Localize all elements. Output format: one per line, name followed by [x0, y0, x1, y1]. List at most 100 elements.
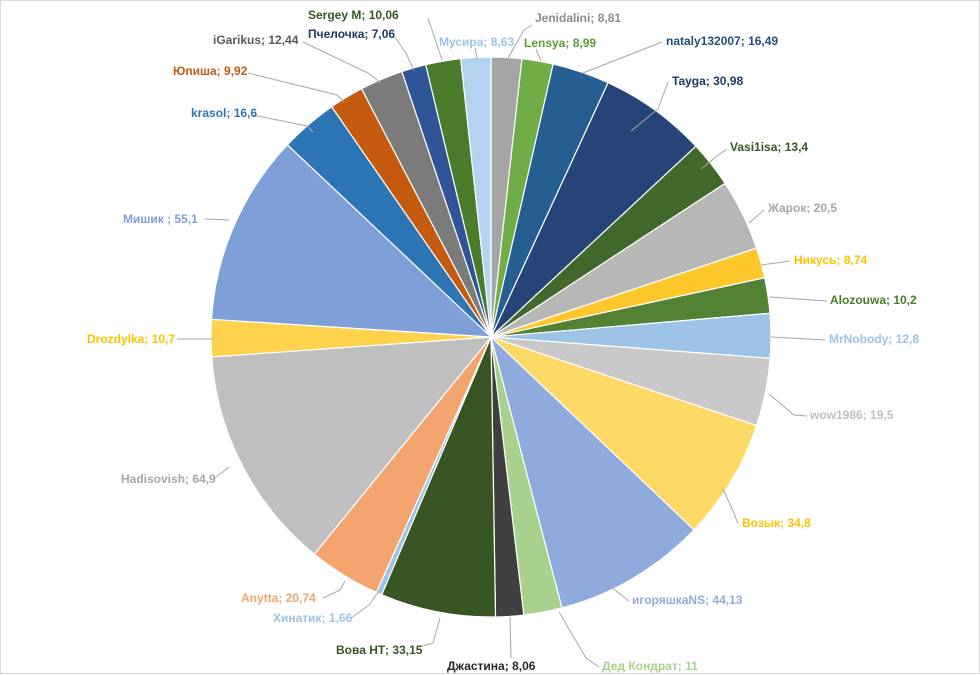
data-label-value: 34,8 — [787, 516, 811, 530]
data-label-жарок: Жарок; 20,5 — [767, 201, 837, 215]
leader-line-игоряшкаns — [604, 577, 630, 602]
data-label-lensya: Lensya; 8,99 — [524, 36, 596, 50]
data-label-value: 7,06 — [372, 27, 396, 41]
data-label-value: 10,06 — [369, 8, 399, 22]
leader-line-wow1986 — [768, 393, 808, 417]
data-label-игоряшкаns: игоряшкаNS; 44,13 — [632, 593, 743, 607]
leader-line-хинатик — [350, 590, 380, 619]
pie-slices — [210, 56, 772, 618]
data-label-wow1986: wow1986; 19,5 — [809, 408, 894, 422]
data-label-category: Жарок; — [767, 201, 814, 215]
leader-line-jenidalini — [507, 24, 533, 59]
data-label-category: Хинатик; — [273, 611, 329, 625]
data-label-пчелочка: Пчелочка; 7,06 — [308, 27, 395, 41]
data-label-category: Юпиша; — [173, 64, 224, 78]
leader-line-джастина — [509, 616, 512, 659]
leader-line-вова-нт — [418, 617, 441, 648]
data-label-nataly132007: nataly132007; 16,49 — [666, 34, 778, 48]
data-label-alozouwa: Alozouwa; 10,2 — [830, 293, 917, 307]
leader-line-alozouwa — [769, 296, 828, 302]
pie-slice-возык — [490, 336, 758, 531]
data-label-category: Lensya; — [524, 36, 573, 50]
data-label-category: Jenidalini; — [535, 11, 598, 25]
data-label-vasi1isa: Vasi1isa; 13,4 — [730, 140, 808, 154]
data-label-drozdylka: Drozdylka; 10,7 — [87, 332, 175, 346]
data-label-sergey-m: Sergey M; 10,06 — [308, 8, 399, 22]
pie-slice-мишик — [210, 143, 493, 338]
data-label-value: 9,92 — [224, 64, 248, 78]
data-label-category: Джастина; — [447, 659, 512, 673]
data-label-value: 8,81 — [598, 11, 622, 25]
data-label-вова-нт: Вова НТ; 33,15 — [336, 643, 423, 657]
data-label-category: nataly132007; — [666, 34, 748, 48]
pie-slice-игоряшкаns — [489, 335, 695, 609]
data-label-никусь: Никусь; 8,74 — [794, 253, 867, 267]
data-label-category: krasol; — [191, 106, 234, 120]
leader-line-igarikus — [302, 41, 382, 84]
data-label-value: 12,8 — [896, 332, 920, 346]
data-label-value: 1,66 — [329, 611, 353, 625]
data-label-tayga: Tayga; 30,98 — [672, 74, 743, 88]
leader-line-дед-кондрат — [558, 611, 600, 668]
leader-line-krasol — [252, 114, 314, 133]
data-label-value: 30,98 — [713, 74, 743, 88]
pie-slice-мусира — [459, 56, 492, 338]
data-label-jenidalini: Jenidalini; 8,81 — [535, 11, 621, 25]
data-label-category: Drozdylka; — [87, 332, 152, 346]
data-label-category: Anytta; — [241, 591, 286, 605]
data-label-category: Hadisovish; — [121, 472, 192, 486]
data-label-value: 20,74 — [286, 591, 316, 605]
data-label-value: 44,13 — [712, 593, 742, 607]
data-label-category: игоряшкаNS; — [632, 593, 712, 607]
data-label-value: 33,15 — [392, 643, 422, 657]
pie-slice-вова-нт — [380, 336, 497, 618]
pie-slice-hadisovish — [211, 336, 493, 556]
leader-line-юпиша — [247, 72, 345, 103]
leader-line-жарок — [748, 209, 765, 224]
data-label-value: 10,7 — [152, 332, 176, 346]
data-label-мишик: Мишик ; 55,1 — [123, 212, 198, 226]
leader-line-lensya — [535, 48, 542, 62]
data-label-category: Возык; — [742, 516, 787, 530]
leader-line-anytta — [322, 580, 346, 599]
data-label-category: Пчелочка; — [308, 27, 372, 41]
leader-line-возык — [722, 488, 739, 525]
data-label-value: 8,74 — [844, 253, 868, 267]
data-label-value: 8,99 — [573, 36, 597, 50]
data-label-category: Vasi1isa; — [730, 140, 785, 154]
data-label-хинатик: Хинатик; 1,66 — [273, 611, 353, 625]
leader-line-mrnobody — [770, 336, 826, 341]
data-label-krasol: krasol; 16,6 — [191, 106, 257, 120]
data-label-value: 11 — [685, 659, 698, 673]
data-label-value: 19,5 — [870, 408, 894, 422]
data-label-igarikus: iGarikus; 12,44 — [213, 33, 299, 47]
data-label-дед-кондрат: Дед Кондрат; 11 — [602, 659, 698, 673]
label-leader-lines — [177, 17, 828, 668]
data-label-value: 8,06 — [512, 659, 536, 673]
leader-line-мусира — [474, 47, 478, 60]
data-label-value: 20,5 — [814, 201, 838, 215]
leader-line-nataly132007 — [582, 41, 663, 74]
data-label-category: Tayga; — [672, 74, 713, 88]
data-label-category: wow1986; — [809, 408, 870, 422]
data-label-value: 8,63 — [491, 35, 515, 49]
data-label-джастина: Джастина; 8,06 — [447, 659, 536, 673]
data-label-hadisovish: Hadisovish; 64,9 — [121, 472, 216, 486]
data-label-category: Дед Кондрат; — [602, 659, 685, 673]
data-label-category: MrNobody; — [829, 332, 896, 346]
data-label-anytta: Anytta; 20,74 — [241, 591, 316, 605]
data-label-category: Мишик ; — [123, 212, 174, 226]
data-label-value: 16,6 — [234, 106, 258, 120]
data-label-мусира: Мусира; 8,63 — [439, 35, 514, 49]
leader-line-пчелочка — [394, 36, 415, 72]
data-label-value: 13,4 — [785, 140, 809, 154]
leader-line-sergey-m — [427, 17, 443, 61]
leader-line-никусь — [760, 260, 791, 266]
data-label-value: 64,9 — [192, 472, 216, 486]
leader-line-tayga — [630, 81, 669, 132]
data-label-category: Мусира; — [439, 35, 491, 49]
data-label-category: iGarikus; — [213, 33, 268, 47]
